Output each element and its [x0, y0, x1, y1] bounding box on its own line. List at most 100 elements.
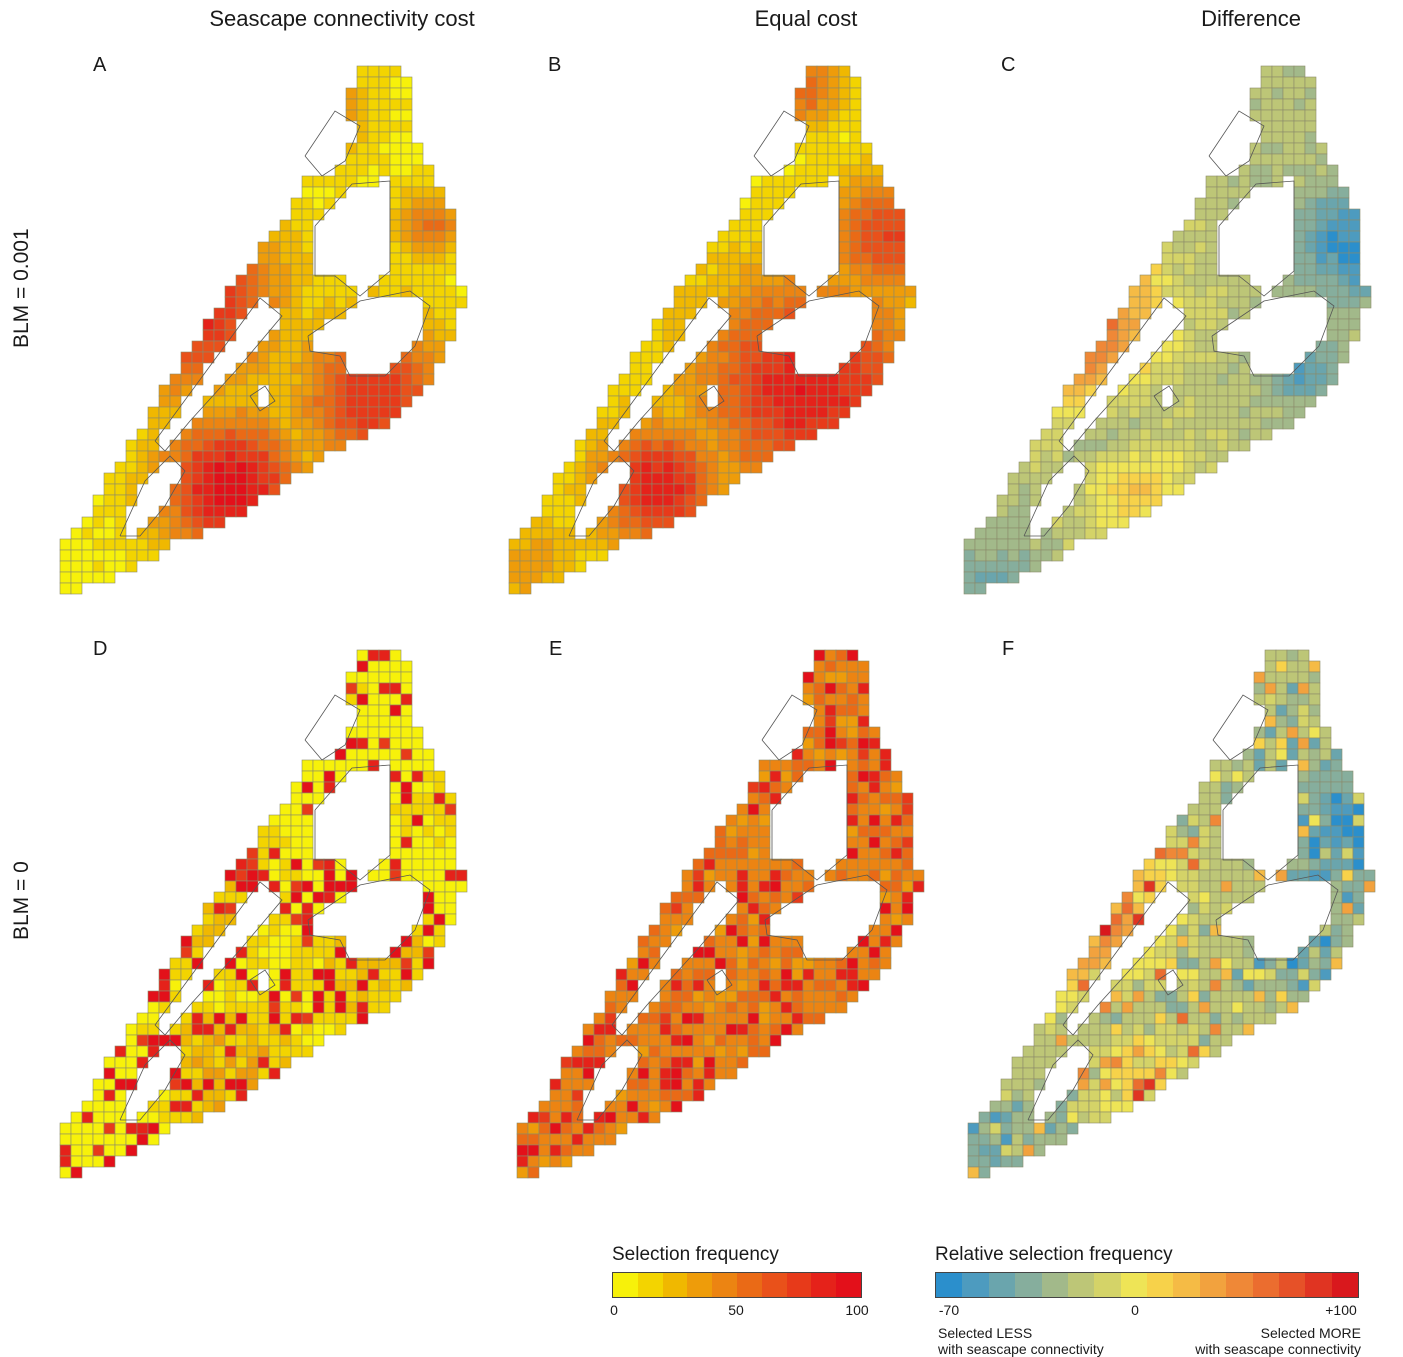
grid-cell: [312, 274, 325, 287]
grid-cell: [235, 373, 248, 386]
grid-cell: [1172, 406, 1185, 419]
grid-cell: [433, 274, 446, 287]
grid-cell: [791, 979, 804, 992]
grid-cell: [92, 571, 105, 584]
grid-cell: [1183, 351, 1196, 364]
grid-cell: [772, 373, 785, 386]
grid-cell: [1128, 461, 1141, 474]
grid-cell: [202, 439, 215, 452]
grid-cell: [838, 384, 851, 397]
grid-cell: [411, 274, 424, 287]
grid-cell: [860, 384, 873, 397]
grid-cell: [1231, 869, 1244, 882]
grid-cell: [574, 450, 587, 463]
grid-cell: [835, 748, 848, 761]
grid-cell: [651, 439, 664, 452]
grid-cell: [1099, 935, 1112, 948]
grid-cell: [1172, 252, 1185, 265]
grid-cell: [301, 230, 314, 243]
grid-cell: [1084, 362, 1097, 375]
grid-cell: [1121, 979, 1134, 992]
grid-cell: [1326, 285, 1339, 298]
grid-cell: [290, 781, 303, 794]
grid-cell: [290, 858, 303, 871]
grid-cell: [750, 219, 763, 232]
grid-cell: [651, 428, 664, 441]
grid-cell: [802, 979, 815, 992]
grid-cell: [1088, 1067, 1101, 1080]
grid-cell: [1238, 296, 1251, 309]
grid-cell: [1187, 847, 1200, 860]
grid-cell: [736, 891, 749, 904]
grid-cell: [703, 1001, 716, 1014]
grid-cell: [849, 395, 862, 408]
grid-cell: [882, 329, 895, 342]
legend-title: Selection frequency: [612, 1244, 779, 1265]
grid-cell: [1352, 803, 1365, 816]
grid-cell: [224, 1067, 237, 1080]
grid-cell: [1293, 164, 1306, 177]
grid-cell: [794, 142, 807, 155]
grid-cell: [279, 461, 292, 474]
grid-cell: [1304, 131, 1317, 144]
grid-cell: [356, 76, 369, 89]
grid-cell: [59, 571, 72, 584]
grid-cell: [1132, 880, 1145, 893]
grid-cell: [169, 1078, 182, 1091]
grid-cell: [279, 913, 292, 926]
grid-cell: [1198, 990, 1211, 1003]
grid-cell: [706, 362, 719, 375]
grid-cell: [1341, 913, 1354, 926]
grid-cell: [1330, 847, 1343, 860]
grid-cell: [1341, 836, 1354, 849]
grid-cell: [422, 241, 435, 254]
grid-cell: [1084, 373, 1097, 386]
grid-cell: [301, 979, 314, 992]
grid-cell: [882, 230, 895, 243]
grid-cell: [604, 1133, 617, 1146]
grid-cell: [670, 968, 683, 981]
grid-cell: [1077, 968, 1090, 981]
grid-cell: [290, 329, 303, 342]
grid-cell: [323, 428, 336, 441]
grid-cell: [158, 384, 171, 397]
grid-cell: [739, 384, 752, 397]
grid-cell: [714, 858, 727, 871]
grid-cell: [301, 219, 314, 232]
grid-cell: [871, 285, 884, 298]
grid-cell: [1106, 318, 1119, 331]
grid-cell: [191, 957, 204, 970]
grid-cell: [618, 505, 631, 518]
grid-cell: [433, 230, 446, 243]
grid-cell: [422, 252, 435, 265]
grid-cell: [389, 373, 402, 386]
grid-cell: [1286, 748, 1299, 761]
grid-cell: [835, 737, 848, 750]
grid-cell: [769, 1034, 782, 1047]
grid-cell: [389, 957, 402, 970]
grid-cell: [717, 274, 730, 287]
grid-cell: [1161, 472, 1174, 485]
grid-cell: [1308, 748, 1321, 761]
grid-cell: [279, 1056, 292, 1069]
grid-cell: [1194, 197, 1207, 210]
column-title-seascape: Seascape connectivity cost: [209, 6, 475, 31]
grid-cell: [574, 461, 587, 474]
grid-cell: [367, 395, 380, 408]
grid-cell: [290, 230, 303, 243]
grid-cell: [235, 307, 248, 320]
grid-cell: [323, 858, 336, 871]
grid-cell: [1220, 880, 1233, 893]
grid-cell: [640, 373, 653, 386]
grid-cell: [618, 450, 631, 463]
grid-cell: [1165, 1034, 1178, 1047]
grid-cell: [813, 649, 826, 662]
grid-cell: [1088, 1023, 1101, 1036]
grid-cell: [334, 373, 347, 386]
grid-cell: [1315, 351, 1328, 364]
grid-cell: [692, 1067, 705, 1080]
grid-cell: [1011, 1089, 1024, 1102]
grid-cell: [882, 296, 895, 309]
grid-cell: [169, 450, 182, 463]
grid-cell: [224, 880, 237, 893]
